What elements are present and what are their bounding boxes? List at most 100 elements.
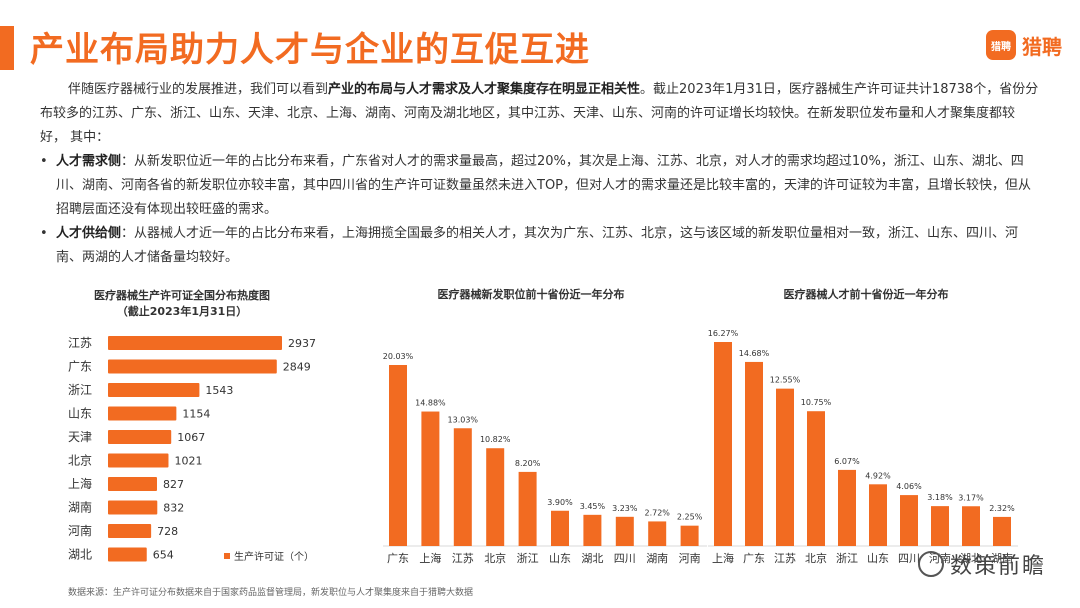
- chart1-bar: [108, 500, 158, 515]
- chart3-category-label: 广东: [743, 552, 765, 565]
- chart3-bar: [838, 469, 856, 546]
- chart1-value-label: 1067: [177, 431, 205, 444]
- chart1-bar: [108, 336, 282, 350]
- chart3-category-label: 上海: [712, 551, 734, 565]
- chart3-value-label: 3.17%: [958, 493, 984, 502]
- chart2-category-label: 北京: [484, 551, 506, 565]
- chart1-category-label: 山东: [68, 407, 92, 421]
- chart2-value-label: 3.90%: [547, 498, 573, 507]
- chart1-category-label: 江苏: [68, 336, 92, 350]
- intro-text-2: 。截止2023年1月31日，医疗器械生产许可证共计18738个，省份分布较多的江…: [40, 82, 1039, 145]
- bullet-demand-text: ：从新发职位近一年的占比分布来看，广东省对人才的需求量最高，超过20%，其次是上…: [56, 154, 1032, 217]
- bullet-supply-text: ：从器械人才近一年的占比分布来看，上海拥揽全国最多的相关人才，其次为广东、江苏、…: [56, 226, 1019, 265]
- chart2-bar: [421, 411, 440, 546]
- chart1-value-label: 728: [157, 525, 178, 538]
- bullet-dot-icon: •: [40, 226, 48, 241]
- chart2-bar: [648, 521, 667, 546]
- chart2-category-label: 浙江: [517, 552, 539, 565]
- chart2-category-label: 上海: [419, 551, 441, 565]
- chart3-bar: [931, 506, 949, 546]
- chart2-category-label: 广东: [387, 552, 409, 565]
- chart3-bar: [714, 342, 732, 546]
- chart1-category-label: 河南: [68, 523, 92, 538]
- intro-bold-text: 产业的布局与人才需求及人才聚集度存在明显正相关性: [328, 82, 641, 97]
- brand-logo-icon: 猎聘: [986, 30, 1016, 60]
- chart3-bar: [776, 388, 794, 546]
- chart1-value-label: 2937: [288, 337, 316, 350]
- chart1-bar: [108, 453, 169, 468]
- chart3-value-label: 4.06%: [896, 482, 922, 491]
- chart2-category-label: 四川: [614, 552, 636, 565]
- intro-paragraph: 伴随医疗器械行业的发展推进，我们可以看到产业的布局与人才需求及人才聚集度存在明显…: [40, 78, 1040, 150]
- chart2-category-label: 江苏: [452, 552, 474, 565]
- chart3-category-label: 湖南: [991, 552, 1013, 565]
- bullet-supply: • 人才供给侧：从器械人才近一年的占比分布来看，上海拥揽全国最多的相关人才，其次为…: [40, 222, 1040, 270]
- chart3-value-label: 4.92%: [865, 471, 891, 480]
- chart1-bar: [108, 430, 172, 444]
- chart3-title: 医疗器械人才前十省份近一年分布: [784, 287, 949, 301]
- chart3-value-label: 10.75%: [801, 398, 832, 407]
- watermark-text: 数策前瞻: [949, 554, 1046, 579]
- chart3-bar: [869, 484, 887, 546]
- bullet-demand: • 人才需求侧：从新发职位近一年的占比分布来看，广东省对人才的需求量最高，超过20…: [40, 150, 1040, 222]
- watermark: 数策前瞻: [917, 548, 1046, 580]
- chart2-category-label: 湖南: [646, 552, 668, 565]
- chart3-value-label: 14.68%: [739, 349, 770, 358]
- chart1-bar: [108, 477, 157, 491]
- chart1-value-label: 1021: [174, 455, 202, 468]
- chart1-title: 医疗器械生产许可证全国分布热度图: [94, 288, 270, 302]
- chart3-bar: [962, 506, 980, 546]
- intro-text-block: 伴随医疗器械行业的发展推进，我们可以看到产业的布局与人才需求及人才聚集度存在明显…: [40, 78, 1040, 270]
- chart3-bar: [993, 516, 1011, 546]
- bullet-dot-icon: •: [40, 154, 48, 169]
- chart1-value-label: 1543: [205, 384, 233, 397]
- chart2-value-label: 8.20%: [515, 459, 541, 468]
- chart2-category-label: 山东: [549, 552, 571, 565]
- chart3-category-label: 湖北: [960, 552, 982, 565]
- chart2-bar: [583, 514, 602, 546]
- chart1-value-label: 827: [163, 478, 184, 491]
- chart2-value-label: 3.23%: [612, 504, 638, 513]
- chart1-category-label: 上海: [68, 476, 92, 491]
- chart2-title: 医疗器械新发职位前十省份近一年分布: [438, 287, 625, 301]
- chart3-category-label: 浙江: [836, 552, 858, 565]
- title-accent-bar: [0, 26, 14, 70]
- chart2-category-label: 河南: [679, 552, 701, 565]
- chart1-value-label: 1154: [182, 408, 210, 421]
- chart3-category-label: 江苏: [774, 552, 796, 565]
- chart2-bar: [389, 365, 407, 546]
- chart3-bar: [807, 411, 825, 546]
- chart2-bar: [486, 448, 505, 546]
- page-title: 产业布局助力人才与企业的互促互进: [30, 30, 590, 70]
- chart1-subtitle: （截止2023年1月31日）: [117, 304, 248, 318]
- brand-logo-text: 猎聘: [1022, 34, 1062, 59]
- chart3-value-label: 6.07%: [834, 457, 860, 466]
- chart1-category-label: 湖南: [68, 500, 92, 515]
- chart3-value-label: 3.18%: [927, 493, 953, 502]
- chart1-value-label: 2849: [283, 361, 311, 374]
- chart2-value-label: 14.88%: [415, 399, 446, 408]
- bullet-demand-label: 人才需求侧: [56, 154, 122, 169]
- chart2-bar: [518, 471, 537, 546]
- chart2-value-label: 2.72%: [644, 508, 670, 517]
- data-source-note: 数据来源：生产许可证分布数据来自于国家药品监督管理局，新发职位与人才聚集度来自于…: [68, 588, 474, 598]
- chart2-value-label: 3.45%: [580, 502, 606, 511]
- chart2-value-label: 2.25%: [677, 513, 703, 522]
- chart1-legend-swatch: [224, 553, 230, 559]
- chart3-bar: [745, 361, 763, 546]
- chart3-value-label: 16.27%: [708, 329, 739, 338]
- chart1-bar: [108, 524, 152, 538]
- chart2-bar: [551, 510, 569, 546]
- chart2-bar: [680, 525, 699, 546]
- chart1-bar: [108, 547, 147, 562]
- chart1-category-label: 浙江: [68, 383, 92, 397]
- chart1-value-label: 654: [153, 549, 174, 562]
- chart1-bar: [108, 406, 177, 421]
- chart3-value-label: 12.55%: [770, 376, 801, 385]
- chart1-bar: [108, 359, 277, 374]
- chart2-bar: [453, 428, 472, 546]
- intro-text-1: 伴随医疗器械行业的发展推进，我们可以看到: [68, 82, 329, 97]
- chart3-value-label: 2.32%: [989, 504, 1015, 513]
- chart2-value-label: 13.03%: [448, 415, 479, 424]
- chart1-bar: [108, 383, 200, 397]
